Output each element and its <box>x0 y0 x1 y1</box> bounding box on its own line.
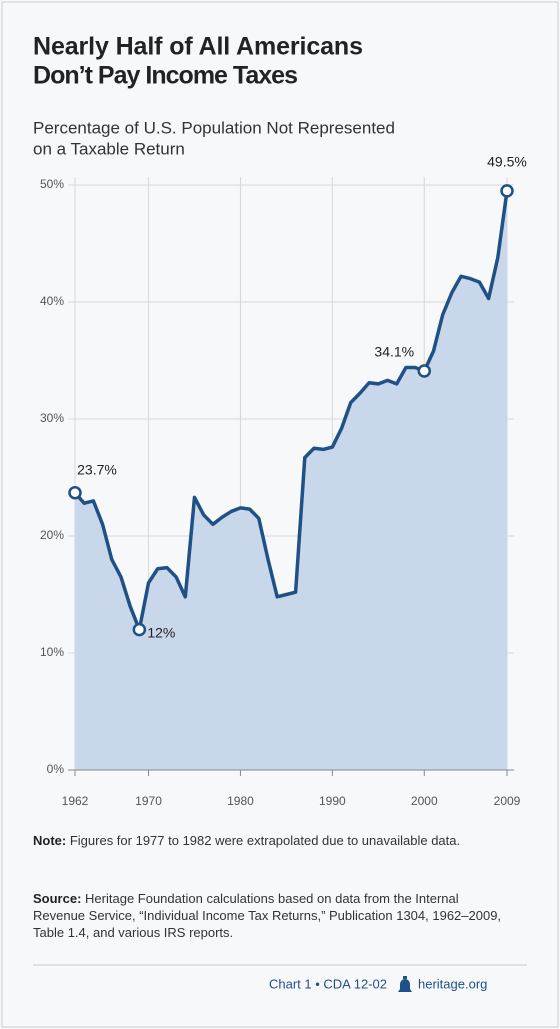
chart-title: Nearly Half of All Americans <box>33 33 363 61</box>
source: Source: Heritage Foundation calculations… <box>33 890 503 941</box>
chart-subtitle: on a Taxable Return <box>33 139 185 158</box>
value-label: 12% <box>147 624 175 640</box>
y-tick-label: 30% <box>40 411 64 425</box>
x-tick-label: 1962 <box>62 794 89 808</box>
x-tick-label: 1970 <box>135 794 162 808</box>
chart-subtitle: Percentage of U.S. Population Not Repres… <box>33 118 395 137</box>
value-label: 49.5% <box>487 154 527 170</box>
y-tick-label: 0% <box>47 762 65 776</box>
value-label: 23.7% <box>77 461 117 477</box>
note: Note: Figures for 1977 to 1982 were extr… <box>33 832 503 849</box>
line <box>73 190 509 632</box>
x-tick-label: 2000 <box>411 794 438 808</box>
x-tick-label: 1990 <box>319 794 346 808</box>
chart-id: Chart 1 • CDA 12-02 <box>269 976 387 991</box>
x-tick-label: 1980 <box>227 794 254 808</box>
chart-title: Don’t Pay Income Taxes <box>33 62 298 90</box>
point-marker <box>417 364 432 378</box>
area <box>75 190 507 771</box>
source-label: Source: <box>33 891 82 906</box>
y-tick-label: 20% <box>40 528 64 542</box>
plot: 0% 10% 20% 30% 40% 50% 1962 1970 1980 1990 2000 200… <box>40 154 527 809</box>
bell-icon <box>398 976 412 992</box>
point-marker <box>500 184 514 198</box>
site: heritage.org <box>418 976 487 991</box>
note-text: Figures for 1977 to 1982 were extrapolat… <box>69 833 461 848</box>
y-tick-label: 40% <box>40 294 64 308</box>
y-tick-label: 10% <box>40 645 64 659</box>
source-text: Heritage Foundation calculations based o… <box>33 891 502 940</box>
x-tick-label: 2009 <box>494 794 521 808</box>
point-marker <box>132 622 147 637</box>
y-tick-label: 50% <box>40 177 64 191</box>
point-marker <box>68 485 82 500</box>
value-label: 34.1% <box>374 344 414 360</box>
note-label: Note: <box>33 833 67 848</box>
